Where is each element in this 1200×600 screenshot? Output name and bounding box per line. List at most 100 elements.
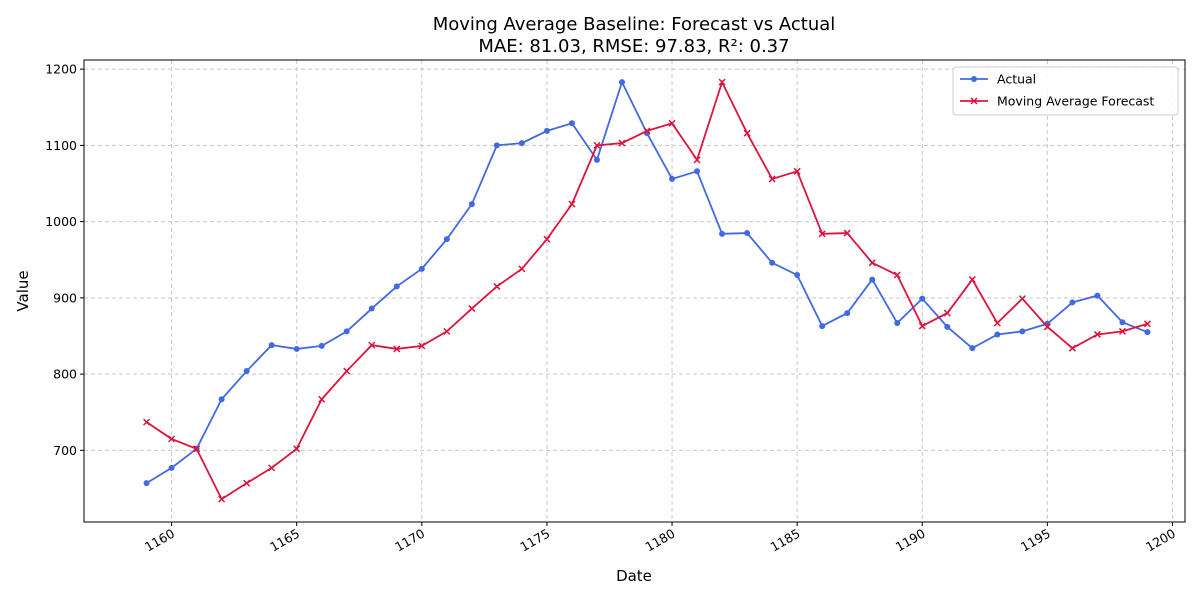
data-point: [1118, 327, 1126, 335]
data-point: [268, 342, 275, 349]
data-point: [593, 141, 601, 149]
data-point: [568, 120, 575, 127]
data-point: [1043, 323, 1051, 331]
data-point: [393, 283, 400, 290]
grid-lines: [84, 60, 1185, 522]
data-point: [893, 271, 901, 279]
y-tick-label: 1000: [45, 214, 77, 229]
data-point: [493, 142, 500, 149]
data-point: [518, 140, 525, 147]
data-point: [719, 230, 726, 237]
x-axis-ticks: 1160 1165 1170 1175 1180 1185 1190 1195 1200: [142, 522, 1178, 555]
data-point: [1068, 344, 1076, 352]
data-point: [243, 479, 251, 487]
series-actual: [143, 79, 1151, 487]
x-tick-label: 1190: [893, 526, 928, 555]
data-point: [618, 79, 625, 86]
data-point: [393, 345, 401, 353]
x-tick-label: 1175: [517, 526, 552, 555]
data-point: [969, 345, 976, 352]
data-point: [368, 305, 375, 312]
data-point: [1094, 292, 1101, 299]
data-point: [1119, 319, 1126, 326]
x-axis-label: Date: [616, 567, 652, 585]
y-axis-ticks: 700 800 900 1000 1100 1200: [45, 62, 84, 458]
data-point: [694, 168, 701, 175]
y-axis-label: Value: [14, 270, 32, 311]
y-tick-label: 800: [53, 367, 77, 382]
data-point: [143, 480, 150, 487]
legend-forecast-label: Moving Average Forecast: [997, 94, 1154, 109]
data-point: [368, 341, 376, 349]
chart-subtitle: MAE: 81.03, RMSE: 97.83, R²: 0.37: [478, 36, 789, 57]
data-point: [593, 156, 600, 163]
data-point: [968, 276, 976, 284]
data-point: [869, 276, 876, 283]
data-point: [1143, 320, 1152, 328]
data-point: [1019, 328, 1026, 335]
x-tick-label: 1165: [267, 526, 302, 555]
legend-box: [952, 66, 1179, 116]
x-tick-label: 1170: [392, 526, 427, 555]
data-point: [844, 310, 851, 317]
data-point: [193, 445, 201, 453]
data-point: [1018, 295, 1026, 303]
data-point: [769, 259, 776, 266]
data-point: [669, 175, 676, 182]
legend-actual-marker: [971, 76, 977, 82]
data-point: [293, 445, 301, 453]
legend-forecast-marker: [970, 97, 978, 105]
data-point: [743, 129, 751, 137]
data-point: [543, 127, 550, 134]
data-point: [919, 295, 926, 302]
legend: Actual Moving Average Forecast: [952, 66, 1179, 116]
data-point: [1069, 299, 1076, 306]
data-point: [343, 328, 350, 335]
data-point: [318, 395, 326, 403]
data-point: [994, 331, 1001, 338]
data-point: [143, 418, 151, 426]
data-point: [468, 305, 476, 313]
x-tick-label: 1185: [768, 526, 803, 555]
data-point: [468, 201, 475, 208]
data-point: [218, 495, 226, 503]
data-point: [944, 323, 951, 330]
data-point: [618, 139, 626, 147]
data-point: [693, 156, 701, 164]
data-point: [943, 309, 951, 317]
chart-title: Moving Average Baseline: Forecast vs Act…: [433, 14, 836, 35]
data-point: [744, 230, 751, 237]
data-point: [293, 345, 300, 352]
x-tick-label: 1200: [1143, 526, 1178, 555]
data-point: [843, 229, 851, 237]
data-point: [868, 259, 876, 267]
y-tick-label: 900: [53, 290, 77, 305]
data-point: [818, 230, 826, 238]
data-point: [418, 265, 425, 272]
data-point: [793, 167, 801, 175]
data-point: [1093, 330, 1101, 338]
data-point: [993, 319, 1001, 327]
data-point: [894, 320, 901, 327]
y-tick-label: 700: [53, 443, 77, 458]
data-point: [243, 368, 250, 375]
data-point: [218, 396, 225, 403]
data-point: [794, 271, 801, 278]
data-point: [443, 236, 450, 243]
data-point: [568, 200, 576, 208]
x-tick-label: 1195: [1018, 526, 1053, 555]
data-point: [1144, 329, 1151, 336]
data-point: [168, 464, 175, 471]
data-point: [518, 265, 526, 273]
y-tick-label: 1200: [45, 62, 77, 77]
data-point: [918, 322, 926, 330]
data-point: [493, 282, 501, 290]
data-point: [318, 342, 325, 349]
data-point: [668, 119, 676, 127]
data-point: [718, 78, 726, 86]
data-point: [343, 367, 351, 375]
data-point: [168, 435, 176, 443]
data-point: [819, 323, 826, 330]
plot-area-frame: [83, 59, 1186, 523]
